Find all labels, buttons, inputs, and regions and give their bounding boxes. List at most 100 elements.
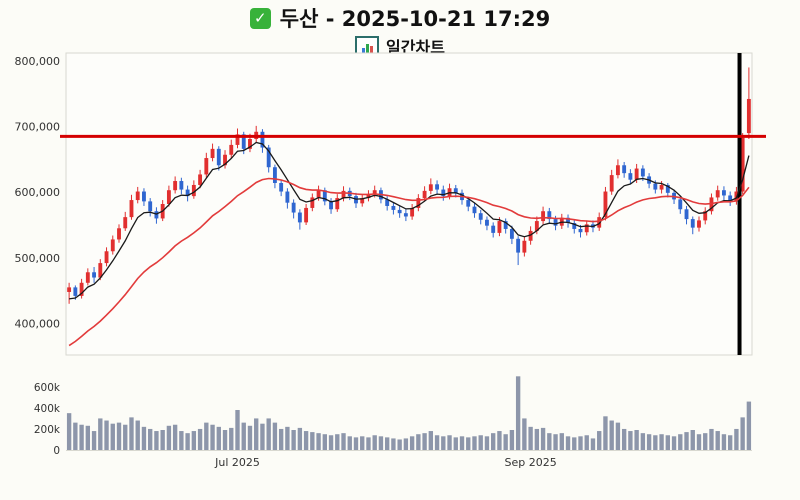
candle-body [216,148,221,166]
volume-bar [372,435,377,450]
candle-body [154,211,159,219]
chart-title: 두산 - 2025-10-21 17:29 [279,7,551,31]
volume-bar [135,420,140,450]
price-panel [65,52,753,356]
candle-body [117,228,121,240]
volume-bar [434,435,440,450]
volume-bar [472,436,477,450]
volume-bar [116,422,122,450]
candle-body [304,207,309,223]
candle-body [142,191,146,202]
volume-bar [478,435,483,450]
volume-bar [484,436,490,450]
volume-bar [185,433,190,450]
volume-bar [428,431,434,450]
volume-bar [229,427,234,450]
volume-bar [653,435,658,450]
candle-body [248,139,252,149]
volume-bar [303,431,309,450]
candle-body [566,217,570,224]
ma-slow-line [68,177,750,347]
candle-body [366,194,371,199]
volume-bar [384,437,390,450]
candle-body [260,131,265,148]
volume-bar [578,436,583,450]
candle-body [148,201,153,212]
volume-bar [104,420,109,450]
candle-body [578,228,583,233]
candle-body [129,200,134,218]
candle-body [210,148,215,159]
volume-bar [98,418,103,450]
candle-body [746,98,751,134]
candle-body [584,224,589,233]
volume-bar [466,437,471,450]
volume-bar [628,431,633,450]
volume-bar [291,430,296,450]
volume-bar [547,433,552,450]
candle-body [166,190,171,204]
candle-body [73,287,78,296]
candle-body [104,251,109,264]
volume-bar [148,428,153,450]
candle-body [697,220,701,228]
candle-body [229,144,234,155]
candle-body [341,190,346,199]
volume-bar [241,422,246,450]
candle-body [360,198,365,204]
volume-bar [709,428,714,450]
candle-body [391,205,396,210]
candle-body [173,181,178,191]
candle-body [516,238,521,253]
candle-body [653,183,658,190]
candle-body [204,158,209,175]
candle-body [453,188,458,193]
volume-bar [335,434,340,450]
volume-bar [459,436,465,450]
volume-bar [509,430,515,450]
candle-body [478,213,483,220]
volume-bar [690,430,695,450]
volume-bar [204,422,209,450]
candle-body [297,212,302,223]
candle-body [372,190,377,195]
candle-body [728,195,733,202]
candle-body [603,191,608,218]
volume-bar [141,426,147,450]
volume-bar [740,417,745,450]
candle-body [547,211,552,220]
volume-bar [734,428,739,450]
candle-body [491,225,496,233]
candle-body [634,168,639,180]
candle-body [690,219,695,228]
candle-body [472,206,477,214]
volume-bar [278,428,284,450]
volume-bar [353,437,359,450]
volume-bar [497,431,502,450]
candle-body [191,184,196,197]
candle-body [572,223,577,229]
volume-bar [621,428,627,450]
candle-body [185,189,190,197]
volume-bar [172,424,178,450]
candle-body [272,167,277,183]
candle-body [428,184,433,191]
candle-body [722,190,726,196]
volume-bar [272,422,278,450]
candle-body [235,134,240,145]
chart-subtitle: 일간차트 [386,38,445,57]
volume-bar [491,433,496,450]
candle-body [85,272,90,283]
volume-bar [247,425,253,450]
candle-body [266,147,271,168]
candle-body [98,263,103,278]
candle-body [279,182,284,192]
volume-bar [179,431,184,450]
volume-bar [447,435,452,450]
volume-bar [110,423,115,450]
volume-bar [254,418,259,450]
volume-bar [597,431,602,450]
volume-bar [391,438,396,450]
volume-bar [590,438,596,450]
volume-bar [721,434,727,450]
